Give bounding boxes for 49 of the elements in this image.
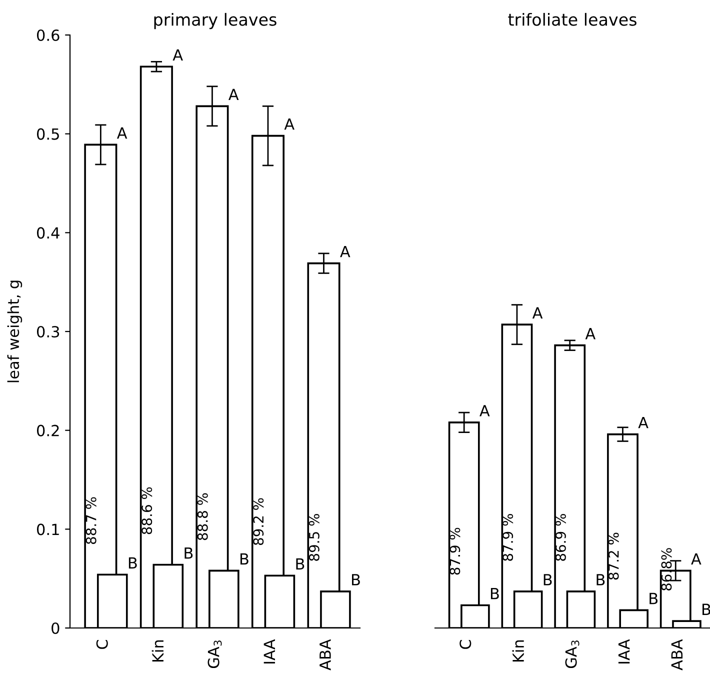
data-label: B <box>128 557 137 568</box>
annotation: 88.6 % <box>142 487 152 534</box>
chart-title: trifoliate leaves <box>508 12 636 26</box>
y-tick-label: 0.6 <box>36 29 60 42</box>
annotation: 87.2 % <box>608 532 619 580</box>
y-tick-label: 0.1 <box>36 524 59 536</box>
annotation: 86.9 % <box>555 514 566 561</box>
data-label: A <box>532 307 543 318</box>
x-tick-label: ABA <box>320 639 331 670</box>
data-label: B <box>702 604 710 615</box>
data-label: B <box>596 574 605 586</box>
data-label: A <box>340 246 350 258</box>
y-tick-label: 0.5 <box>36 128 59 140</box>
x-tick-label: ABA <box>671 639 682 670</box>
data-label: B <box>544 574 552 586</box>
annotation: 86.8% <box>661 548 672 590</box>
data-label: B <box>650 592 658 604</box>
y-tick-label: 0.2 <box>36 424 59 436</box>
annotation: 87.9 % <box>450 528 460 575</box>
annotation: 88.8 % <box>197 493 208 540</box>
annotation: 89.2 % <box>253 498 264 546</box>
x-tick-label: GA$_{3}$ <box>565 640 580 668</box>
y-tick-label: 0 <box>52 622 60 634</box>
data-label: B <box>184 547 193 559</box>
y-axis-title: leaf weight, g <box>7 280 22 382</box>
x-tick-label: Kin <box>512 640 524 662</box>
data-label: A <box>585 328 596 340</box>
data-label: A <box>691 553 702 565</box>
data-label: A <box>228 88 239 100</box>
data-label: B <box>490 588 499 600</box>
data-label: A <box>480 405 490 416</box>
y-tick-label: 0.3 <box>36 326 60 338</box>
x-tick-label: C <box>460 640 472 649</box>
data-label: A <box>284 118 294 130</box>
data-label: B <box>240 553 248 565</box>
data-label: B <box>352 574 360 586</box>
y-tick-label: 0.4 <box>36 227 60 239</box>
x-tick-label: C <box>96 640 108 649</box>
chart-title: primary leaves <box>154 12 276 30</box>
data-label: A <box>116 127 128 139</box>
x-tick-label: IAA <box>264 639 275 664</box>
annotation: 88.7 % <box>86 497 96 544</box>
data-label: A <box>638 417 648 428</box>
data-label: B <box>296 558 304 570</box>
x-tick-label: Kin <box>152 640 164 662</box>
x-tick-label: IAA <box>618 639 630 664</box>
x-tick-label: GA$_{3}$ <box>208 640 222 668</box>
data-label: A <box>172 49 183 60</box>
annotation: 89.5 % <box>308 514 320 561</box>
